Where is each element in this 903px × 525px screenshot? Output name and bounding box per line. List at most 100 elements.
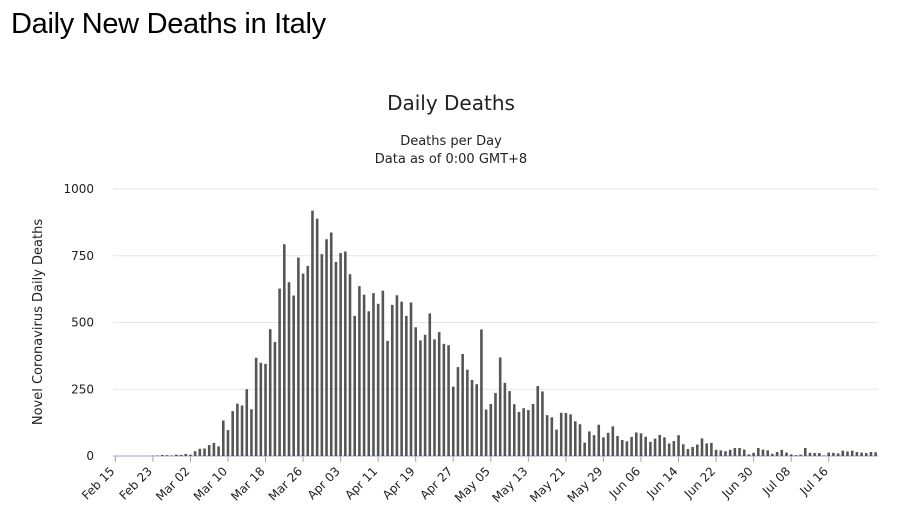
bar xyxy=(639,433,643,456)
chart-subtitle-line-2: Data as of 0:00 GMT+8 xyxy=(375,152,527,167)
bar xyxy=(315,218,319,456)
bar xyxy=(442,343,446,456)
x-tick-label: Feb 23 xyxy=(117,464,155,502)
bar xyxy=(226,430,230,456)
bar xyxy=(818,453,821,456)
bar xyxy=(691,446,694,456)
x-tick-label: Mar 02 xyxy=(153,464,192,503)
bar xyxy=(517,411,521,456)
bar xyxy=(376,303,380,456)
bar xyxy=(456,367,460,456)
bar xyxy=(292,295,295,456)
bar xyxy=(569,414,572,456)
bar xyxy=(536,386,540,456)
bar xyxy=(630,437,633,456)
bar xyxy=(597,424,601,456)
bar xyxy=(451,386,455,456)
bar xyxy=(428,313,432,456)
bar xyxy=(869,452,873,456)
bar xyxy=(527,410,530,456)
bar xyxy=(179,454,183,456)
y-tick-label: 750 xyxy=(71,249,94,263)
bar xyxy=(390,304,394,456)
bar xyxy=(719,450,723,456)
bar xyxy=(564,413,568,456)
bar xyxy=(583,442,586,456)
y-tick-label: 0 xyxy=(86,449,94,463)
bar xyxy=(644,436,647,456)
y-axis-ticks: 0 250 500 750 1000 xyxy=(63,182,94,463)
bar xyxy=(400,301,403,456)
bar xyxy=(198,448,202,456)
bar xyxy=(475,384,479,456)
x-tick-label: Jun 14 xyxy=(643,464,680,501)
bar xyxy=(602,437,605,456)
bar xyxy=(175,454,178,456)
x-tick-label: Mar 26 xyxy=(266,464,305,503)
bar xyxy=(714,449,718,456)
bar xyxy=(545,415,549,456)
x-tick-label: May 29 xyxy=(565,464,606,505)
bar xyxy=(212,442,216,456)
bar xyxy=(160,454,164,456)
bar xyxy=(325,239,328,456)
bar xyxy=(550,417,554,456)
x-tick-label: Feb 15 xyxy=(79,464,117,502)
bar xyxy=(207,445,211,456)
bar xyxy=(672,441,676,456)
bar xyxy=(710,442,713,456)
bar xyxy=(203,448,206,456)
bar xyxy=(498,357,502,456)
bar xyxy=(283,244,286,456)
bar xyxy=(696,444,699,456)
bar xyxy=(268,329,272,456)
y-tick-label: 250 xyxy=(71,382,94,396)
bar xyxy=(278,288,281,456)
bar xyxy=(470,379,474,456)
bar xyxy=(461,354,464,456)
bar xyxy=(508,391,511,456)
bar xyxy=(489,403,493,456)
bar xyxy=(165,455,169,456)
bar xyxy=(405,315,408,456)
bar xyxy=(362,294,366,456)
bar xyxy=(766,450,769,456)
x-tick-label: Apr 11 xyxy=(342,464,380,502)
bar xyxy=(297,257,300,456)
bar xyxy=(573,421,577,456)
bar xyxy=(541,391,544,456)
bar xyxy=(757,447,760,456)
x-tick-label: Jun 06 xyxy=(606,464,643,501)
bar xyxy=(841,450,845,456)
x-tick-label: May 21 xyxy=(527,464,568,505)
bar xyxy=(189,454,192,456)
bar xyxy=(414,327,417,456)
bar xyxy=(531,403,535,456)
x-tick-label: Jun 30 xyxy=(718,464,755,501)
x-tick-label: May 05 xyxy=(452,464,493,505)
x-tick-label: Apr 27 xyxy=(417,464,455,502)
bar xyxy=(522,408,525,456)
bar xyxy=(494,392,497,456)
bar xyxy=(259,362,263,456)
bar xyxy=(686,449,690,456)
bar xyxy=(236,403,239,456)
bar xyxy=(864,453,868,456)
bar xyxy=(667,443,671,456)
bar xyxy=(311,210,314,456)
bar xyxy=(372,293,375,456)
bar xyxy=(799,454,802,456)
gridlines xyxy=(113,188,878,457)
bar xyxy=(578,424,582,456)
bar xyxy=(156,455,159,456)
bar xyxy=(301,273,305,456)
bar xyxy=(184,453,188,456)
bar xyxy=(803,447,807,456)
bar xyxy=(423,334,427,456)
bar xyxy=(250,409,253,456)
bar xyxy=(789,454,793,456)
bar xyxy=(512,404,516,456)
bar xyxy=(620,439,624,456)
bar xyxy=(606,432,610,456)
